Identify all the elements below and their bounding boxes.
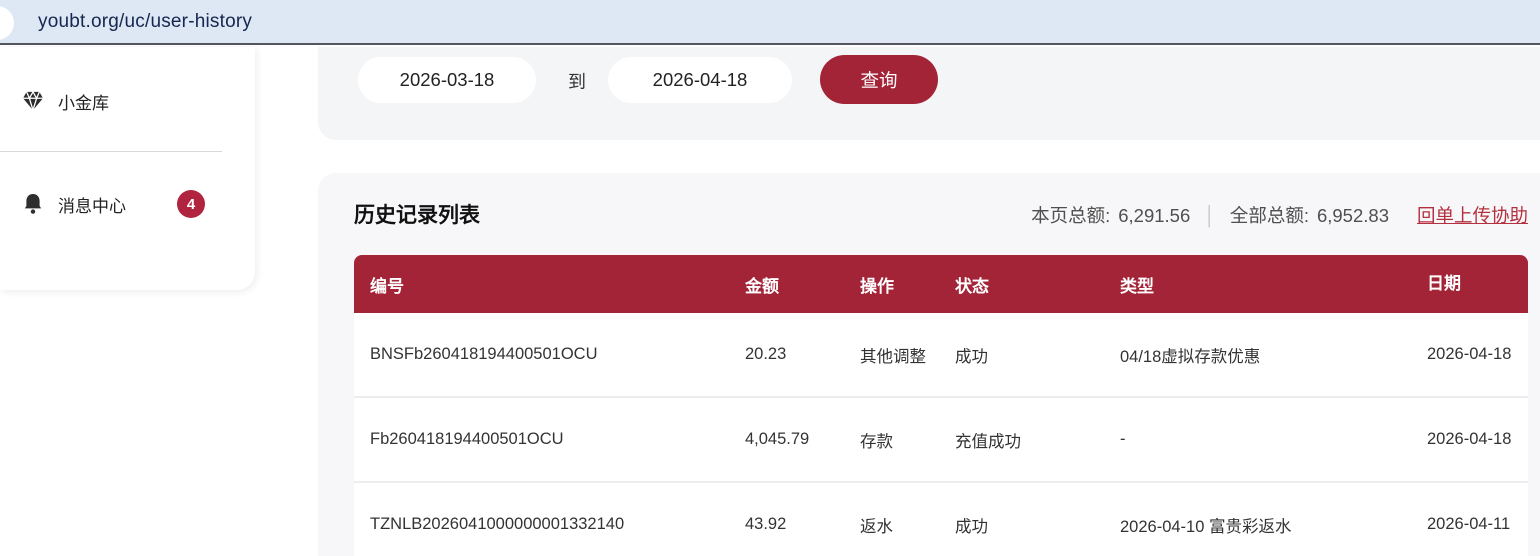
header-cell-status: 状态 xyxy=(955,276,989,296)
cell-operation: 存款 xyxy=(860,432,893,451)
cell-operation: 返水 xyxy=(860,517,893,536)
cell-status: 成功 xyxy=(955,517,988,536)
cell-amount: 43.92 xyxy=(745,515,787,533)
table-header-row: 编号 金额 操作 状态 类型 日期 xyxy=(354,255,1528,313)
cell-date: 2026-04-18 xyxy=(1427,344,1512,363)
header-cell-id: 编号 xyxy=(370,276,404,296)
bell-icon xyxy=(22,193,44,215)
search-button[interactable]: 查询 xyxy=(820,55,938,104)
cell-id: Fb260418194400501OCU xyxy=(370,430,564,448)
sidebar-divider xyxy=(0,151,222,152)
favicon-circle xyxy=(0,6,14,40)
totals-divider: │ xyxy=(1204,205,1216,226)
history-table: 编号 金额 操作 状态 类型 日期 BNSFb260418194400501OC… xyxy=(354,255,1528,556)
cell-status: 成功 xyxy=(955,347,988,366)
url-text: youbt.org/uc/user-history xyxy=(38,10,253,32)
history-card: 历史记录列表 本页总额: 6,291.56 │ 全部总额: 6,952.83 回… xyxy=(318,173,1540,556)
sidebar-item-treasury[interactable]: 小金库 xyxy=(0,79,255,123)
header-cell-date: 日期 xyxy=(1427,273,1461,293)
cell-amount: 4,045.79 xyxy=(745,430,810,448)
page-total-label: 本页总额: xyxy=(1031,205,1111,226)
header-cell-type: 类型 xyxy=(1120,276,1154,296)
notification-badge: 4 xyxy=(177,190,205,218)
cell-type: 04/18虚拟存款优惠 xyxy=(1120,347,1261,366)
cell-operation: 其他调整 xyxy=(860,347,926,366)
cell-amount: 20.23 xyxy=(745,345,787,363)
card-header: 历史记录列表 本页总额: 6,291.56 │ 全部总额: 6,952.83 回… xyxy=(354,199,1528,229)
cell-id: TZNLB2026041000000001332140 xyxy=(370,515,625,533)
totals: 本页总额: 6,291.56 │ 全部总额: 6,952.83 xyxy=(1031,202,1389,228)
cell-date: 2026-04-11 xyxy=(1427,514,1511,533)
receipt-upload-link[interactable]: 回单上传协助 xyxy=(1416,205,1528,226)
date-from-input[interactable]: 2026-03-18 xyxy=(358,57,536,103)
header-cell-operation: 操作 xyxy=(860,276,894,296)
date-to-input[interactable]: 2026-04-18 xyxy=(608,57,792,103)
cell-type: - xyxy=(1120,430,1126,448)
page-title: 历史记录列表 xyxy=(354,204,480,227)
page-total-value: 6,291.56 xyxy=(1118,205,1191,226)
cell-status: 充值成功 xyxy=(955,432,1021,451)
cell-id: BNSFb260418194400501OCU xyxy=(370,345,598,363)
all-total-label: 全部总额: xyxy=(1229,205,1309,226)
table-row: BNSFb260418194400501OCU 20.23 其他调整 成功 04… xyxy=(354,313,1528,398)
all-total-value: 6,952.83 xyxy=(1316,205,1389,226)
url-bar[interactable]: youbt.org/uc/user-history xyxy=(0,0,1540,45)
cell-date: 2026-04-18 xyxy=(1427,429,1512,448)
sidebar-item-messages[interactable]: 消息中心 4 xyxy=(0,182,255,226)
table-row: Fb260418194400501OCU 4,045.79 存款 充值成功 - … xyxy=(354,398,1528,483)
date-range-to-label: 到 xyxy=(568,72,586,92)
filter-panel: 2026-03-18 到 2026-04-18 查询 xyxy=(318,47,1540,140)
header-cell-amount: 金额 xyxy=(745,276,779,296)
gem-icon xyxy=(22,90,44,112)
sidebar: 小金库 消息中心 4 xyxy=(0,47,255,290)
sidebar-item-label: 消息中心 xyxy=(58,196,126,216)
table-row: TZNLB2026041000000001332140 43.92 返水 成功 … xyxy=(354,483,1528,556)
cell-type: 2026-04-10 富贵彩返水 xyxy=(1120,517,1292,536)
sidebar-item-label: 小金库 xyxy=(58,93,109,113)
